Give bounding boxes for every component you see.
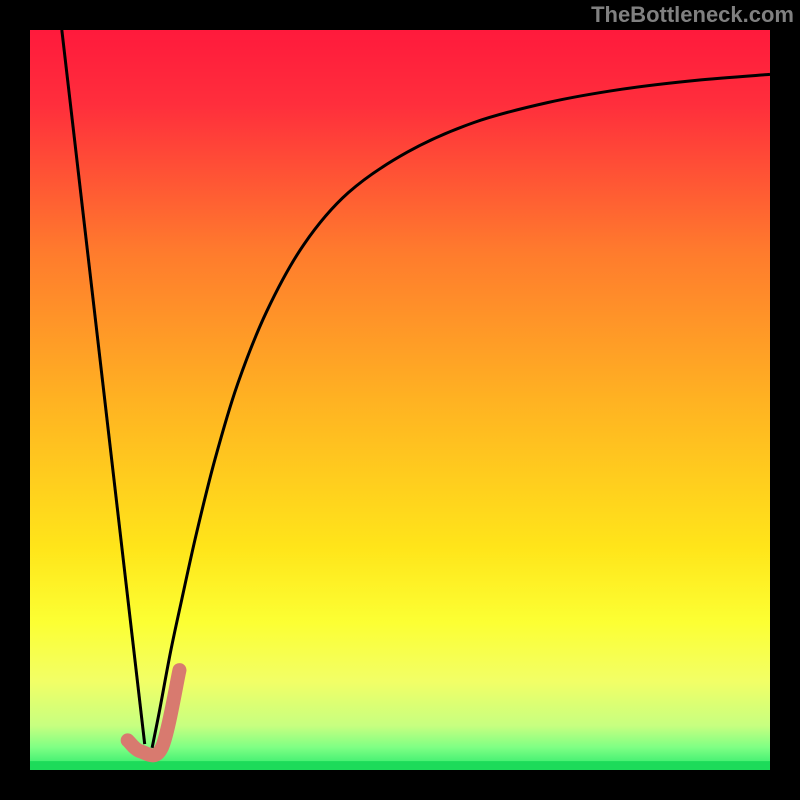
watermark-text: TheBottleneck.com	[591, 2, 794, 28]
baseline-strip	[30, 761, 770, 770]
bottleneck-chart: TheBottleneck.com	[0, 0, 800, 800]
chart-background-gradient	[30, 30, 770, 770]
chart-svg	[0, 0, 800, 800]
